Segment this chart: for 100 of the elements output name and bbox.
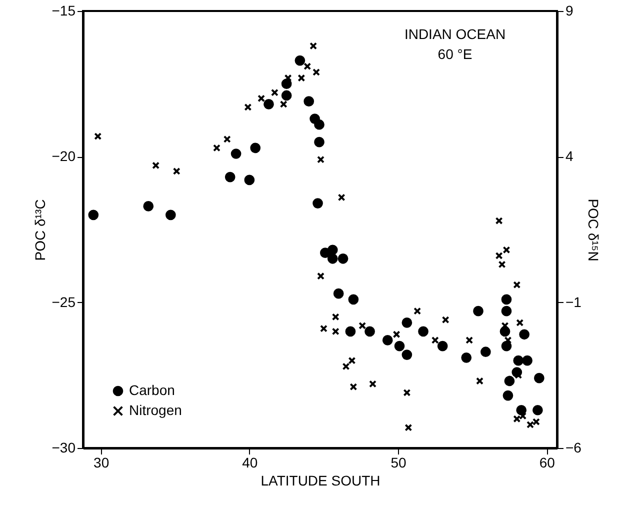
point xyxy=(165,210,176,220)
point xyxy=(516,404,527,416)
x-tick-label: 50 xyxy=(390,454,407,470)
point xyxy=(498,260,506,268)
y-tick-label: −15 xyxy=(52,2,76,18)
point xyxy=(495,252,503,260)
point xyxy=(281,90,292,101)
y2-axis-title: POC δ¹⁵N xyxy=(585,198,602,262)
point xyxy=(258,94,266,102)
point xyxy=(392,330,400,338)
point xyxy=(304,96,314,106)
point xyxy=(304,62,312,70)
point xyxy=(513,281,521,289)
point xyxy=(513,355,524,366)
point xyxy=(333,288,344,299)
point xyxy=(348,294,359,305)
point xyxy=(88,210,99,220)
point xyxy=(223,135,231,143)
point xyxy=(502,246,510,254)
point xyxy=(152,162,160,170)
y-tick-label: −25 xyxy=(52,294,76,310)
point xyxy=(298,74,306,82)
point xyxy=(320,324,328,332)
point xyxy=(172,167,180,175)
point xyxy=(312,68,320,76)
point xyxy=(404,424,412,432)
y-tick-label: −20 xyxy=(52,148,76,164)
point xyxy=(294,55,306,66)
point xyxy=(348,356,356,364)
point xyxy=(314,136,324,148)
point xyxy=(317,272,324,280)
point xyxy=(473,306,484,316)
point xyxy=(284,74,292,82)
point xyxy=(519,329,530,340)
point xyxy=(281,78,292,90)
point xyxy=(431,336,439,344)
point xyxy=(369,380,376,388)
point xyxy=(345,326,356,337)
point xyxy=(394,340,405,352)
point xyxy=(270,88,278,96)
point xyxy=(504,336,512,344)
point xyxy=(532,404,543,416)
point xyxy=(327,244,338,256)
point xyxy=(338,194,346,202)
point xyxy=(437,340,448,352)
y-tick-label: −30 xyxy=(52,440,76,456)
point xyxy=(402,318,412,328)
point xyxy=(358,322,366,330)
point xyxy=(534,372,544,384)
point xyxy=(382,335,393,346)
annotation: 60 °E xyxy=(438,46,472,62)
point xyxy=(310,42,318,50)
point xyxy=(501,306,512,316)
point xyxy=(414,307,422,315)
legend-label: Nitrogen xyxy=(129,402,182,418)
point xyxy=(244,103,252,111)
point xyxy=(466,336,474,344)
point xyxy=(476,377,484,385)
point xyxy=(332,313,340,321)
annotation: INDIAN OCEAN xyxy=(404,26,506,42)
point xyxy=(327,253,338,264)
point xyxy=(364,326,375,337)
point xyxy=(317,156,324,164)
point xyxy=(94,132,102,140)
y-axis-title: POC δ¹³C xyxy=(32,199,48,261)
point xyxy=(501,340,512,352)
y2-tick-label: 9 xyxy=(566,2,574,18)
point xyxy=(332,328,340,336)
point xyxy=(212,144,220,152)
point xyxy=(244,174,255,186)
point xyxy=(480,346,491,358)
y2-tick-label: 4 xyxy=(566,148,574,164)
point xyxy=(495,217,503,224)
point xyxy=(280,100,288,108)
point xyxy=(442,316,450,324)
point xyxy=(402,350,412,360)
point xyxy=(264,99,274,110)
point xyxy=(314,119,324,130)
point xyxy=(342,362,350,370)
point xyxy=(516,318,524,326)
x-axis-title: LATITUDE SOUTH xyxy=(260,472,380,488)
point xyxy=(461,352,472,363)
x-tick-label: 40 xyxy=(242,454,258,470)
point xyxy=(403,388,411,396)
point xyxy=(504,376,515,386)
point xyxy=(143,201,154,212)
point xyxy=(501,294,512,305)
y2-tick-label: −6 xyxy=(566,440,582,456)
point xyxy=(502,390,514,401)
point xyxy=(230,148,242,159)
point xyxy=(522,355,532,366)
x-tick-label: 30 xyxy=(94,454,110,470)
point xyxy=(312,198,323,208)
point xyxy=(250,142,261,154)
x-tick-label: 60 xyxy=(539,454,556,470)
legend-label: Carbon xyxy=(129,382,175,398)
point xyxy=(350,383,358,391)
point xyxy=(338,253,348,264)
point xyxy=(418,326,428,337)
y2-tick-label: −1 xyxy=(566,294,582,310)
